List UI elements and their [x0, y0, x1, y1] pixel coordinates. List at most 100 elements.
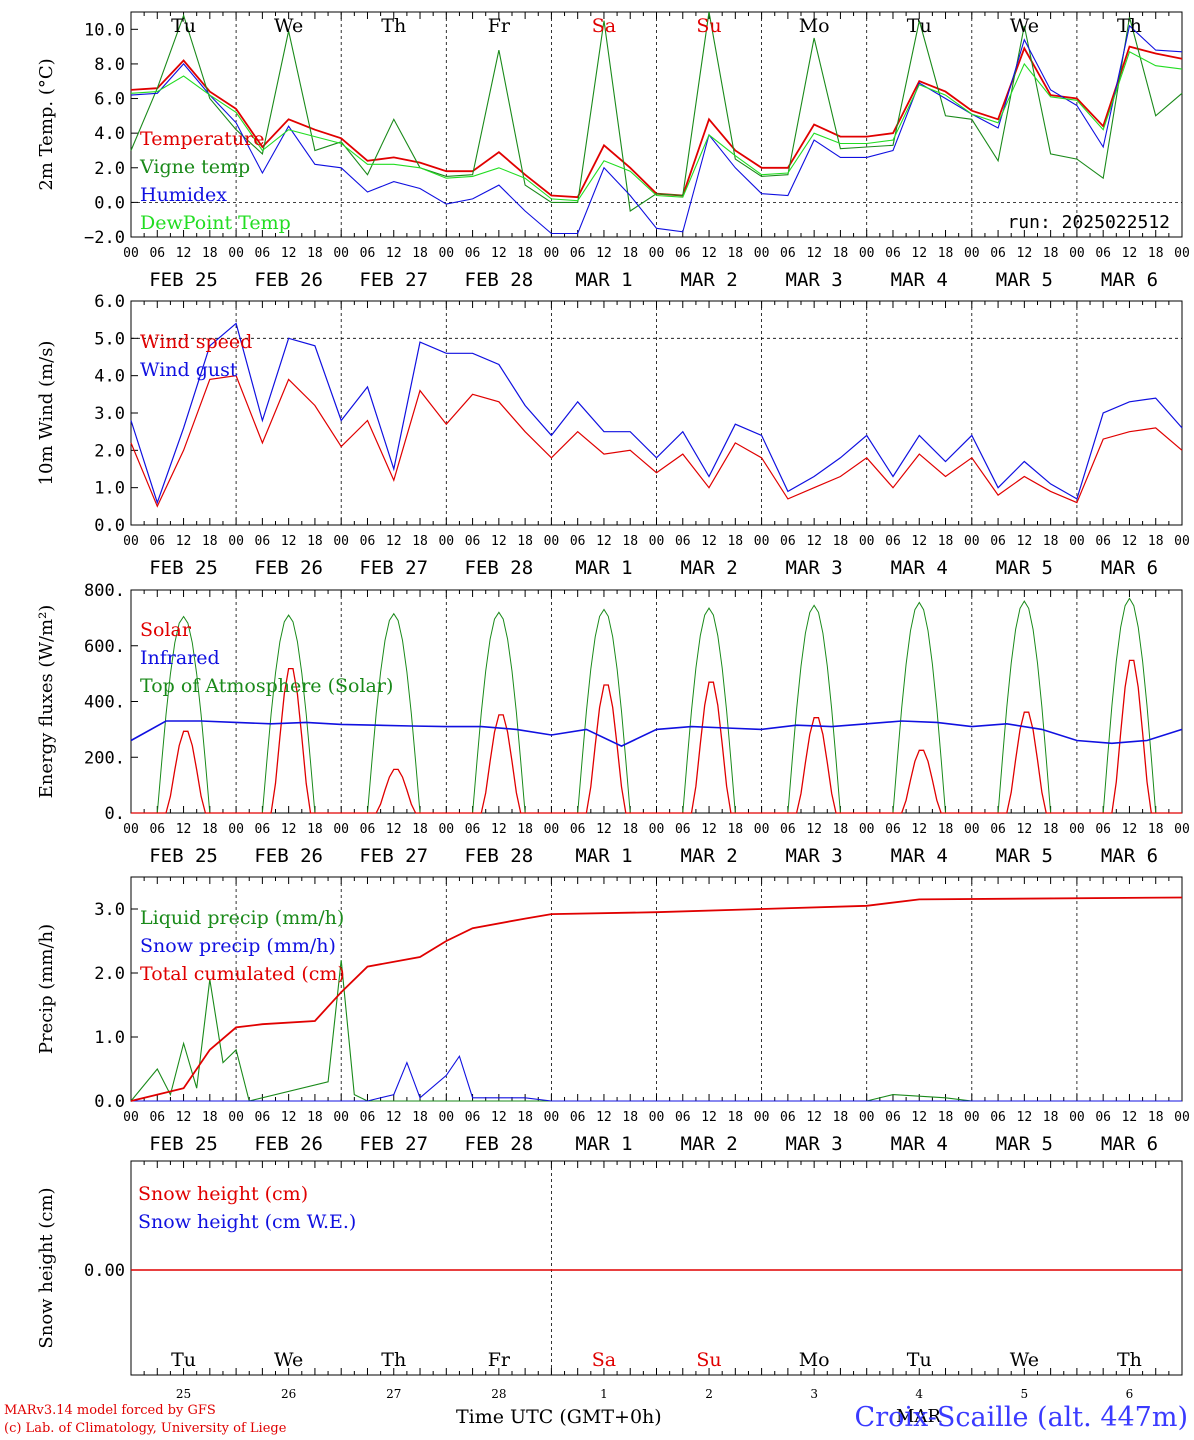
hour-tick-label: 00 — [228, 246, 244, 261]
legend-entry: Humidex — [140, 184, 227, 206]
date-label: MAR 1 — [575, 557, 632, 579]
hour-tick-label: 18 — [727, 534, 743, 549]
hour-tick-label: 12 — [911, 822, 927, 837]
hour-tick-label: 00 — [1174, 1110, 1190, 1125]
date-label: FEB 25 — [149, 557, 218, 579]
hour-tick-label: 12 — [806, 822, 822, 837]
hour-tick-label: 18 — [202, 822, 218, 837]
hour-tick-label: 06 — [570, 534, 586, 549]
hour-tick-label: 18 — [1043, 1110, 1059, 1125]
hour-tick-label: 06 — [465, 822, 481, 837]
hour-tick-label: 00 — [859, 822, 875, 837]
hour-tick-label: 18 — [517, 534, 533, 549]
hour-tick-label: 00 — [123, 1110, 139, 1125]
hour-tick-label: 12 — [386, 1110, 402, 1125]
hour-tick-label: 18 — [412, 534, 428, 549]
legend-entry: Infrared — [140, 647, 220, 669]
hour-tick-label: 00 — [544, 1110, 560, 1125]
date-label: MAR 5 — [996, 269, 1053, 291]
hour-tick-label: 12 — [911, 1110, 927, 1125]
weekday-label: Tu — [907, 1349, 932, 1371]
hour-tick-label: 06 — [885, 246, 901, 261]
date-label: FEB 28 — [465, 269, 534, 291]
date-label: MAR 6 — [1101, 845, 1158, 867]
weekday-label: We — [1010, 1349, 1039, 1371]
date-label: FEB 26 — [254, 1133, 323, 1155]
weekday-label: Mo — [799, 15, 830, 37]
date-label: MAR 4 — [891, 269, 948, 291]
hour-tick-label: 00 — [1174, 534, 1190, 549]
temp-series-line — [130, 51, 1183, 202]
weekday-label: Tu — [171, 1349, 196, 1371]
hour-tick-label: 12 — [386, 822, 402, 837]
y-tick-label: 1.0 — [94, 1028, 125, 1048]
hour-tick-label: 00 — [964, 246, 980, 261]
weekday-label: Th — [381, 15, 406, 37]
hour-tick-label: 12 — [176, 246, 192, 261]
day-number-label: 4 — [915, 1387, 923, 1401]
hour-tick-label: 18 — [938, 822, 954, 837]
hour-tick-label: 00 — [438, 822, 454, 837]
legend-entry: DewPoint Temp — [140, 212, 291, 234]
y-tick-label: 0. — [105, 804, 125, 824]
hour-tick-label: 00 — [649, 1110, 665, 1125]
hour-tick-label: 18 — [517, 822, 533, 837]
hour-tick-label: 18 — [1043, 822, 1059, 837]
hour-tick-label: 00 — [754, 246, 770, 261]
y-tick-label: 200. — [84, 748, 125, 768]
weekday-label: We — [1010, 15, 1039, 37]
day-number-label: 3 — [810, 1387, 818, 1401]
hour-tick-label: 18 — [307, 246, 323, 261]
hour-tick-label: 00 — [123, 822, 139, 837]
hour-tick-label: 06 — [1095, 246, 1111, 261]
hour-tick-label: 06 — [465, 534, 481, 549]
date-label: MAR 5 — [996, 845, 1053, 867]
hour-tick-label: 06 — [360, 822, 376, 837]
date-label: MAR 1 — [575, 845, 632, 867]
y-tick-label: −2.0 — [84, 228, 125, 248]
date-label: MAR 2 — [680, 269, 737, 291]
legend-entry: Wind speed — [140, 331, 252, 353]
date-label: FEB 27 — [359, 1133, 428, 1155]
hour-tick-label: 06 — [1095, 1110, 1111, 1125]
hour-tick-label: 06 — [570, 1110, 586, 1125]
hour-tick-label: 00 — [754, 1110, 770, 1125]
date-label: FEB 27 — [359, 845, 428, 867]
weekday-label: Su — [696, 15, 721, 37]
hour-tick-label: 12 — [1122, 822, 1138, 837]
hour-tick-label: 12 — [281, 246, 297, 261]
hour-tick-label: 00 — [1174, 246, 1190, 261]
hour-tick-label: 12 — [701, 534, 717, 549]
hour-tick-label: 18 — [1043, 534, 1059, 549]
panel-frame — [130, 11, 1183, 238]
hour-tick-label: 00 — [333, 1110, 349, 1125]
hour-tick-label: 00 — [333, 822, 349, 837]
hour-tick-label: 12 — [491, 822, 507, 837]
date-label: MAR 4 — [891, 1133, 948, 1155]
date-label: FEB 27 — [359, 557, 428, 579]
date-label: FEB 25 — [149, 845, 218, 867]
hour-tick-label: 06 — [885, 534, 901, 549]
hour-tick-label: 06 — [570, 246, 586, 261]
y-tick-label: 6.0 — [94, 292, 125, 312]
hour-tick-label: 00 — [1069, 534, 1085, 549]
date-label: FEB 26 — [254, 269, 323, 291]
hour-tick-label: 18 — [622, 822, 638, 837]
hour-tick-label: 12 — [1122, 1110, 1138, 1125]
hour-tick-label: 18 — [938, 534, 954, 549]
y-tick-label: 0.0 — [94, 193, 125, 213]
date-label: FEB 28 — [465, 1133, 534, 1155]
hour-tick-label: 12 — [281, 822, 297, 837]
hour-tick-label: 06 — [149, 534, 165, 549]
wind-series-line — [130, 375, 1183, 508]
hour-tick-label: 00 — [123, 246, 139, 261]
precip-series-line — [130, 896, 1183, 1102]
y-tick-label: 1.0 — [94, 479, 125, 499]
weekday-label: Fr — [488, 15, 511, 37]
hour-tick-label: 06 — [1095, 822, 1111, 837]
hour-tick-label: 00 — [964, 1110, 980, 1125]
weekday-label: Sa — [592, 15, 616, 37]
hour-tick-label: 12 — [491, 246, 507, 261]
date-label: FEB 25 — [149, 269, 218, 291]
month-label: MAR — [896, 1406, 941, 1427]
